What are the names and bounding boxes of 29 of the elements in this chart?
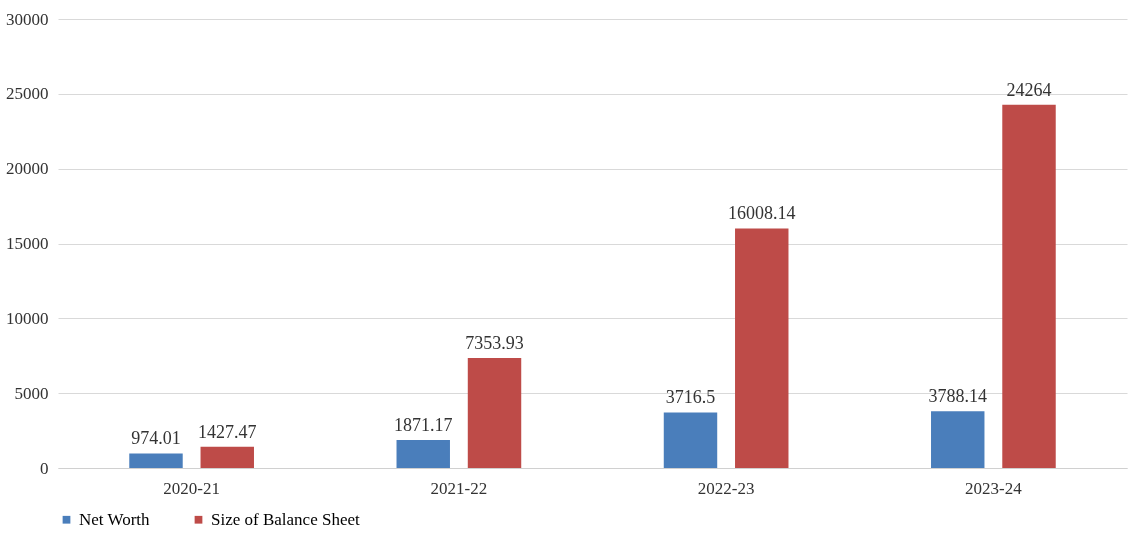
x-tick-label: 2023-24 bbox=[965, 478, 1023, 498]
data-label: 7353.93 bbox=[465, 332, 524, 353]
x-tick-label: 2020-21 bbox=[163, 478, 220, 498]
y-tick-label: 20000 bbox=[6, 159, 49, 179]
bar bbox=[735, 228, 789, 468]
x-tick-label: 2021-22 bbox=[430, 478, 488, 498]
y-tick-label: 5000 bbox=[14, 383, 49, 403]
bar bbox=[1002, 104, 1056, 468]
bar bbox=[200, 446, 254, 468]
bar bbox=[129, 453, 183, 468]
bar bbox=[396, 439, 450, 468]
bar bbox=[467, 357, 522, 468]
y-tick-label: 0 bbox=[40, 458, 49, 478]
data-label: 3788.14 bbox=[928, 386, 987, 407]
data-label: 1871.17 bbox=[393, 414, 453, 435]
bar bbox=[663, 412, 718, 468]
y-tick-label: 15000 bbox=[6, 234, 49, 253]
y-tick-label: 30000 bbox=[6, 9, 49, 29]
data-label: 1427.47 bbox=[198, 421, 257, 442]
y-tick-label: 25000 bbox=[6, 84, 49, 104]
legend-label: Size of Balance Sheet bbox=[211, 509, 360, 529]
legend-label: Net Worth bbox=[79, 509, 151, 529]
data-label: 3716.5 bbox=[665, 387, 716, 408]
data-label: 24264 bbox=[1006, 79, 1052, 100]
data-label: 974.01 bbox=[131, 428, 181, 449]
bar bbox=[931, 411, 985, 468]
y-tick-label: 10000 bbox=[6, 308, 49, 328]
x-tick-label: 2022-23 bbox=[697, 478, 755, 498]
data-label: 16008.14 bbox=[728, 203, 796, 224]
